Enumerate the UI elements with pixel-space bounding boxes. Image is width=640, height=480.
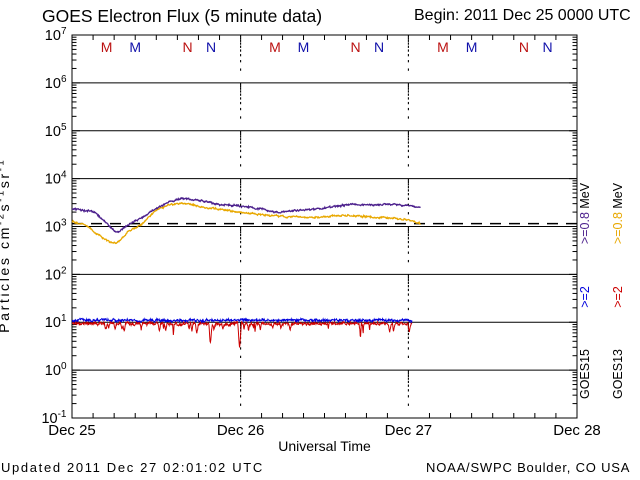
- svg-text:Dec 28: Dec 28: [553, 422, 601, 439]
- svg-text:GOES15: GOES15: [578, 349, 592, 399]
- svg-text:N: N: [206, 39, 216, 55]
- svg-text:N: N: [542, 39, 552, 55]
- svg-text:M: M: [101, 39, 113, 55]
- svg-text:Updated 2011 Dec 27 02:01:02 U: Updated 2011 Dec 27 02:01:02 UTC: [1, 460, 264, 475]
- svg-text:>=0.8 MeV: >=0.8 MeV: [578, 182, 592, 244]
- svg-text:GOES Electron Flux (5 minute d: GOES Electron Flux (5 minute data): [42, 6, 322, 26]
- svg-text:N: N: [519, 39, 529, 55]
- svg-text:NOAA/SWPC Boulder, CO USA: NOAA/SWPC Boulder, CO USA: [426, 460, 630, 475]
- svg-text:M: M: [298, 39, 310, 55]
- svg-text:M: M: [129, 39, 141, 55]
- svg-text:Universal Time: Universal Time: [278, 438, 371, 454]
- svg-text:M: M: [466, 39, 478, 55]
- svg-text:Dec 26: Dec 26: [217, 422, 265, 439]
- svg-text:Particles cm-2s-1sr-1: Particles cm-2s-1sr-1: [0, 158, 13, 333]
- svg-text:Dec 27: Dec 27: [385, 422, 433, 439]
- svg-text:Dec 25: Dec 25: [48, 422, 96, 439]
- svg-text:>=0.8 MeV: >=0.8 MeV: [611, 182, 625, 244]
- svg-text:GOES13: GOES13: [611, 349, 625, 399]
- svg-text:M: M: [269, 39, 281, 55]
- svg-text:>=2: >=2: [611, 286, 625, 308]
- svg-text:>=2: >=2: [578, 286, 592, 308]
- svg-text:Begin: 2011 Dec 25 0000 UTC: Begin: 2011 Dec 25 0000 UTC: [414, 7, 631, 24]
- svg-text:N: N: [182, 39, 192, 55]
- svg-text:M: M: [437, 39, 449, 55]
- svg-text:N: N: [374, 39, 384, 55]
- svg-text:N: N: [350, 39, 360, 55]
